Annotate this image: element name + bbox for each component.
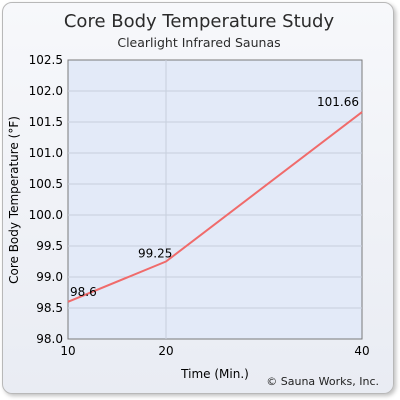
plot-area (67, 59, 363, 340)
y-tick-label: 102.5 (29, 53, 63, 67)
y-tick-label: 99.5 (36, 239, 63, 253)
y-axis-label: Core Body Temperature (°F) (7, 116, 21, 284)
y-tick-label: 101.0 (29, 146, 63, 160)
x-axis-label: Time (Min.) (180, 367, 249, 381)
x-axis-ticks: 10 20 40 (60, 344, 369, 358)
y-tick-label: 102.0 (29, 84, 63, 98)
x-tick-label: 20 (158, 344, 173, 358)
x-tick-label: 40 (354, 344, 369, 358)
y-axis-ticks: 98.0 98.5 99.0 99.5 100.0 100.5 101.0 101.5 102.… (29, 53, 63, 346)
y-tick-label: 99.0 (36, 270, 63, 284)
x-tick-label: 10 (60, 344, 75, 358)
grid-lines (68, 60, 362, 339)
data-label: 101.66 (317, 95, 359, 109)
chart-card: Core Body Temperature Study Clearlight I… (2, 2, 394, 394)
chart-subtitle: Clearlight Infrared Saunas (117, 35, 280, 50)
y-tick-label: 100.0 (29, 208, 63, 222)
data-label: 99.25 (138, 247, 172, 261)
data-label: 98.6 (70, 285, 97, 299)
series-layer: 98.6 99.25 101.66 (67, 95, 363, 303)
y-tick-label: 98.5 (36, 301, 63, 315)
y-tick-label: 100.5 (29, 177, 63, 191)
chart-title: Core Body Temperature Study (64, 11, 335, 32)
y-tick-label: 98.0 (36, 332, 63, 346)
line-chart: Core Body Temperature Study Clearlight I… (7, 11, 379, 388)
y-tick-label: 101.5 (29, 115, 63, 129)
copyright-footer: © Sauna Works, Inc. (266, 375, 379, 388)
